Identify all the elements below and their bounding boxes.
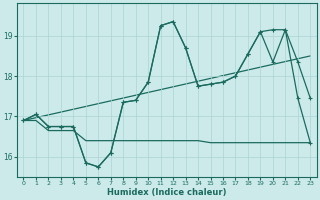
X-axis label: Humidex (Indice chaleur): Humidex (Indice chaleur) xyxy=(107,188,227,197)
